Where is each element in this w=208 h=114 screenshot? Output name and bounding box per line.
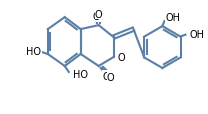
Text: OH: OH: [165, 13, 180, 23]
Text: O: O: [118, 53, 125, 62]
Text: HO: HO: [73, 69, 88, 79]
Text: OH: OH: [189, 29, 204, 39]
Text: O: O: [107, 72, 114, 82]
Text: HO: HO: [26, 47, 41, 57]
Text: O: O: [95, 10, 103, 20]
Text: O: O: [103, 71, 110, 81]
Text: O: O: [93, 12, 100, 22]
